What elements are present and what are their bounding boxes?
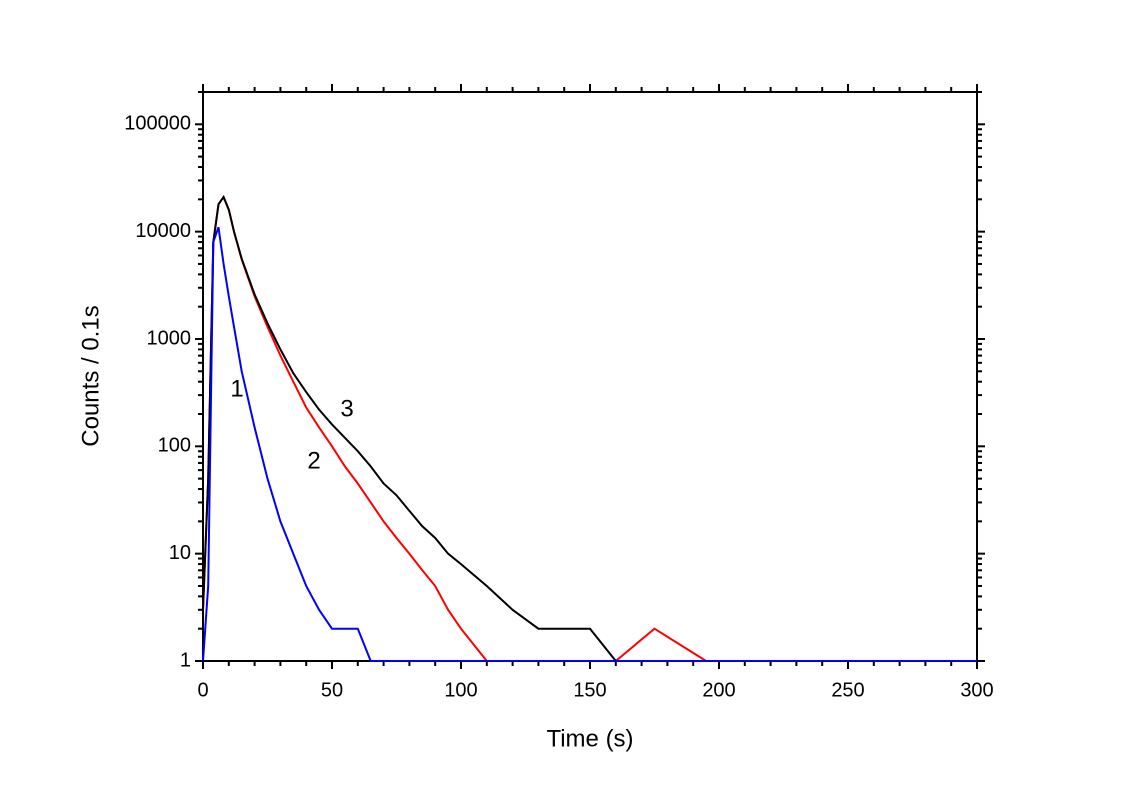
series-line: [202, 226, 977, 662]
series-label: 1: [230, 375, 243, 402]
y-tick-label: 1000: [147, 327, 192, 349]
series-line: [202, 195, 977, 662]
y-tick-label: 10: [169, 542, 191, 564]
series-label: 2: [307, 447, 320, 474]
plot-frame: [202, 91, 978, 662]
series-line: [202, 195, 977, 662]
x-tick-label: 0: [197, 679, 208, 701]
x-tick-label: 200: [702, 679, 735, 701]
x-tick-label: 100: [444, 679, 477, 701]
y-tick-label: 10000: [135, 220, 191, 242]
x-axis-label: Time (s): [546, 725, 633, 752]
y-axis-label: Counts / 0.1s: [77, 305, 104, 446]
x-tick-label: 150: [573, 679, 606, 701]
y-tick-label: 1: [180, 649, 191, 671]
x-tick-label: 300: [960, 679, 993, 701]
y-tick-label: 100: [158, 435, 191, 457]
y-tick-label: 100000: [124, 113, 191, 135]
x-tick-label: 250: [831, 679, 864, 701]
series-label: 3: [340, 395, 353, 422]
x-tick-label: 50: [321, 679, 343, 701]
